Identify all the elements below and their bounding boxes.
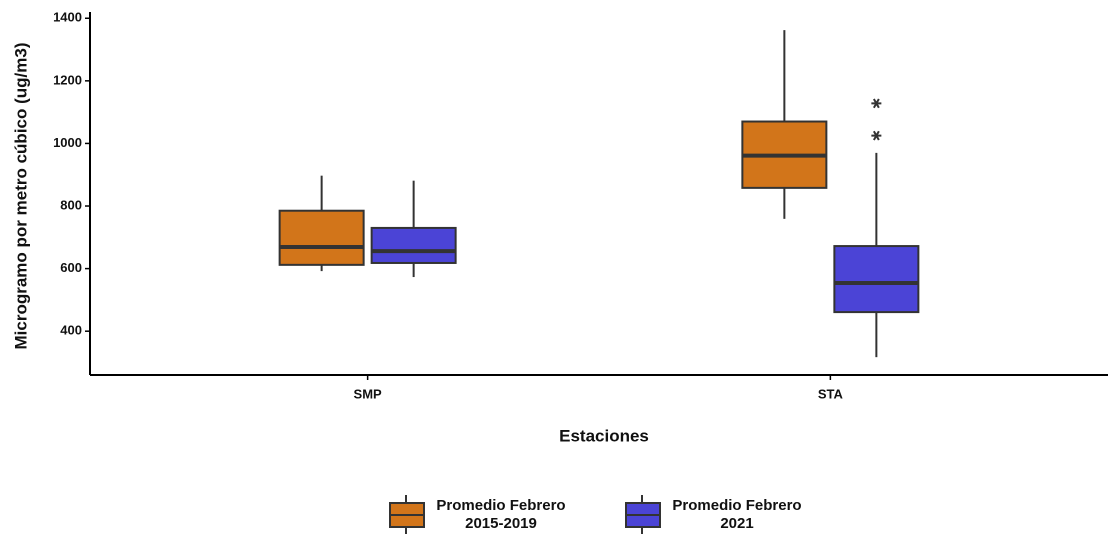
box — [370, 226, 457, 264]
box-group — [278, 175, 365, 272]
box-group — [370, 180, 457, 278]
outlier — [871, 98, 882, 109]
y-tick-label: 600 — [60, 260, 82, 275]
legend-label: Promedio Febrero 2021 — [672, 497, 802, 532]
legend-key — [625, 495, 661, 534]
chart: Estaciones Microgramo por metro cúbico (… — [11, 10, 1108, 445]
legend-key — [389, 495, 425, 534]
x-tick-label: SMP — [354, 386, 383, 401]
box — [833, 245, 920, 314]
x-axis-title: Estaciones — [559, 426, 649, 445]
x-tick-label: STA — [818, 386, 844, 401]
y-tick-label: 400 — [60, 323, 82, 338]
outlier — [871, 130, 882, 141]
y-tick-label: 1200 — [53, 72, 82, 87]
legend-item: Promedio Febrero 2015-2019 — [388, 493, 576, 534]
box — [278, 209, 365, 266]
legend-label: Promedio Febrero 2015-2019 — [436, 497, 566, 532]
y-tick-label: 1400 — [53, 10, 82, 25]
y-tick-label: 1000 — [53, 135, 82, 150]
box-group — [833, 98, 920, 358]
y-axis-title: Microgramo por metro cúbico (ug/m3) — [11, 43, 30, 350]
legend-item: Promedio Febrero 2021 — [624, 493, 812, 534]
box-group — [741, 30, 828, 219]
y-tick-label: 800 — [60, 197, 82, 212]
